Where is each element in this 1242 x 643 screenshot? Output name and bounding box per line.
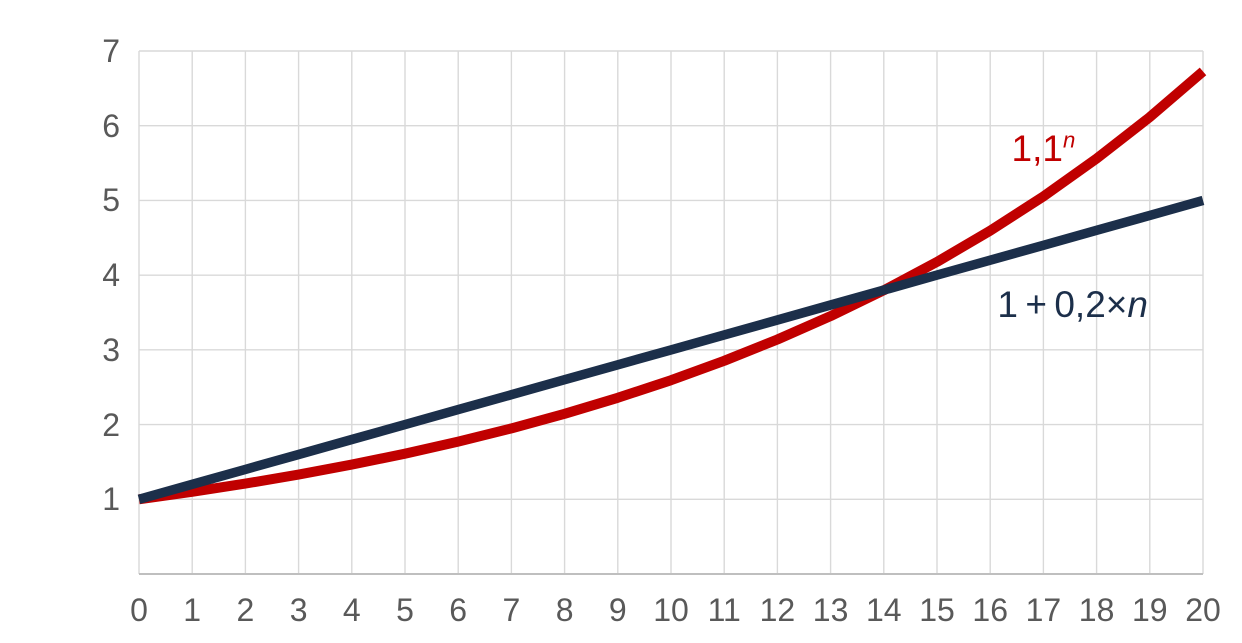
series-label-exponential-exponent: n	[1062, 127, 1076, 153]
x-tick-label: 0	[130, 592, 148, 628]
x-tick-label: 19	[1132, 592, 1168, 628]
x-tick-label: 1	[183, 592, 202, 628]
y-tick-label: 3	[102, 331, 120, 368]
x-tick-label: 7	[502, 592, 521, 628]
x-tick-label: 10	[653, 592, 689, 628]
x-tick-label: 2	[236, 592, 255, 628]
series-label-linear-prefix: 1 + 0,2×	[997, 284, 1128, 326]
series-label-linear-variable: n	[1127, 284, 1148, 326]
x-tick-label: 6	[449, 592, 468, 628]
x-tick-label: 5	[396, 592, 414, 628]
x-tick-label: 13	[812, 592, 849, 628]
x-tick-label: 4	[342, 592, 361, 628]
series-label-exponential: 1,1n	[1012, 128, 1076, 170]
exponential-series-line	[138, 67, 1207, 505]
x-tick-label: 14	[866, 592, 902, 628]
y-tick-label: 7	[102, 33, 120, 69]
y-tick-label: 1	[102, 481, 120, 518]
x-tick-label: 17	[1025, 592, 1062, 628]
x-tick-label: 11	[707, 592, 741, 628]
x-tick-label: 9	[608, 592, 627, 628]
x-tick-label: 18	[1078, 592, 1115, 628]
series-label-linear: 1 + 0,2×n	[997, 284, 1148, 326]
x-tick-label: 12	[759, 592, 796, 628]
y-tick-label: 2	[102, 406, 120, 443]
linear-series-line	[137, 195, 1205, 504]
series-label-exponential-base: 1,1	[1011, 127, 1063, 169]
x-tick-label: 3	[289, 592, 308, 628]
y-tick-label: 6	[102, 107, 120, 144]
x-tick-label: 20	[1185, 592, 1221, 628]
y-tick-label: 5	[102, 182, 120, 219]
series-label-exponential-superscript: n	[1063, 128, 1075, 153]
x-tick-label: 16	[972, 592, 1008, 628]
y-tick-label: 4	[102, 257, 120, 294]
x-tick-label: 15	[919, 592, 955, 628]
x-tick-label: 8	[555, 592, 574, 628]
